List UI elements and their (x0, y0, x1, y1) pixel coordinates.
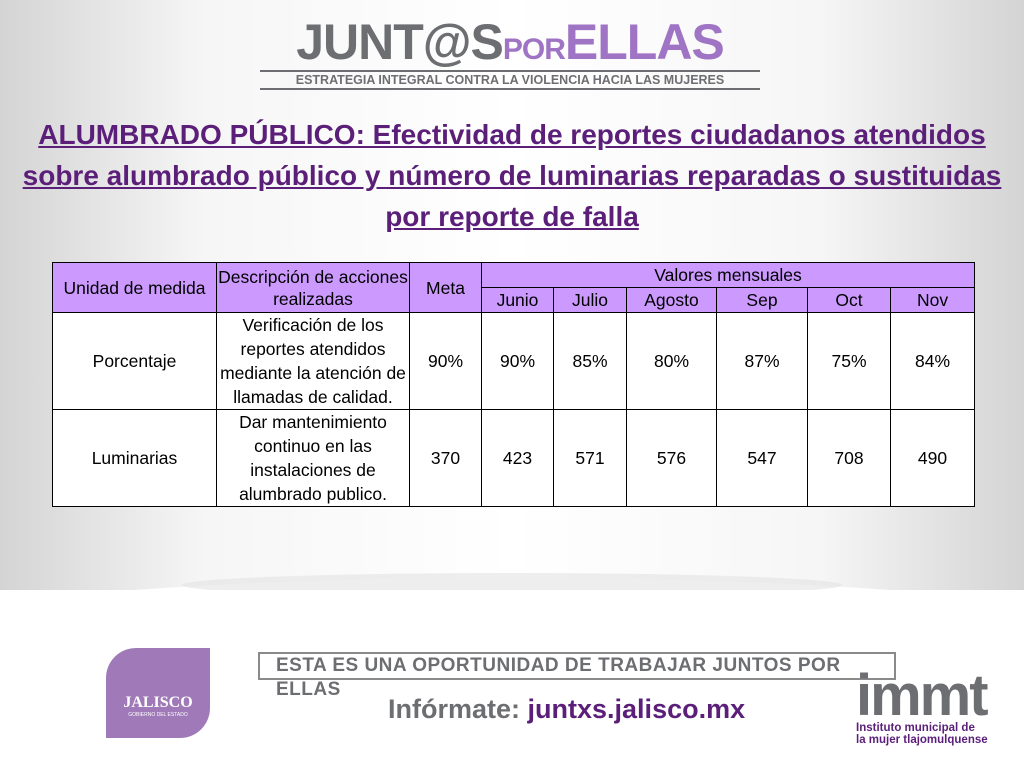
header-cell: Unidad de medida (52, 262, 217, 313)
header-cell: Valores mensuales (480, 262, 976, 288)
title: ALUMBRADO PÚBLICO: Efectividad de report… (22, 119, 1002, 232)
logo-right: ELLAS (564, 14, 725, 70)
table-cell: Verificación de los reportes atendidos m… (216, 312, 410, 410)
table-cell: 75% (807, 312, 891, 410)
info-url: juntxs.jalisco.mx (527, 694, 746, 724)
table-cell: 80% (626, 312, 717, 410)
header-cell: Julio (553, 287, 627, 313)
table-cell: 576 (626, 409, 717, 507)
table-cell: 423 (481, 409, 554, 507)
jalisco-logo: JALISCO GOBIERNO DEL ESTADO (106, 648, 210, 738)
logo-left: JUNT@S (296, 14, 504, 70)
table-cell: 490 (889, 409, 976, 507)
table-cell: 708 (807, 409, 891, 507)
header-cell: Nov (889, 287, 976, 313)
header-cell: Junio (481, 287, 554, 313)
banner-bold: DE TRABAJAR JUNTOS POR ELLAS (276, 655, 841, 700)
banner: ESTA ES UNA OPORTUNIDAD DE TRABAJAR JUNT… (258, 652, 896, 700)
header-row: Unidad de medida Descripción de acciones… (52, 262, 976, 313)
header-cell: Oct (807, 287, 891, 313)
table-row: Porcentaje Verificación de los reportes a… (52, 312, 976, 410)
table-cell: 370 (409, 409, 482, 507)
immt-logo: immt Instituto municipal de la mujer tlajo… (856, 663, 1016, 747)
table-cell: 547 (716, 409, 808, 507)
table-row: Luminarias Dar mantenimiento continuo en … (52, 409, 976, 507)
immt-name: immt (856, 663, 989, 728)
header-cell: Descripción de acciones realizadas (216, 262, 410, 313)
immt-line: la mujer tlajomulquense (856, 734, 988, 746)
table-cell: Porcentaje (52, 312, 217, 410)
table-cell: 90% (481, 312, 554, 410)
table-cell: 571 (553, 409, 627, 507)
tagline: ESTRATEGIA INTEGRAL CONTRA LA VIOLENCIA … (260, 70, 760, 90)
table-cell: Luminarias (52, 409, 217, 507)
logo: JUNT@SPORELLAS (260, 14, 760, 78)
header-row: Junio Julio Agosto Sep Oct Nov (53, 287, 976, 313)
jalisco-sub: GOBIERNO DEL ESTADO (128, 712, 188, 718)
jalisco-name: JALISCO (123, 694, 193, 711)
banner-text: ESTA ES UNA OPORTUNIDAD (276, 655, 560, 676)
header-cell: Meta (409, 262, 482, 313)
info: Infórmate: juntxs.jalisco.mx (388, 694, 745, 725)
header-cell: Sep (716, 287, 808, 313)
table-cell: 90% (409, 312, 482, 410)
data-table: Unidad de medida Descripción de acciones… (52, 262, 976, 507)
logo-mid: POR (502, 33, 566, 66)
info-label: Infórmate: (388, 694, 521, 724)
table-cell: Dar mantenimiento continuo en las instal… (216, 409, 410, 507)
table-cell: 85% (553, 312, 627, 410)
table-cell: 87% (716, 312, 808, 410)
header-cell: Agosto (626, 287, 717, 313)
immt-line: Instituto municipal de (856, 722, 975, 734)
table-cell: 84% (889, 312, 976, 410)
